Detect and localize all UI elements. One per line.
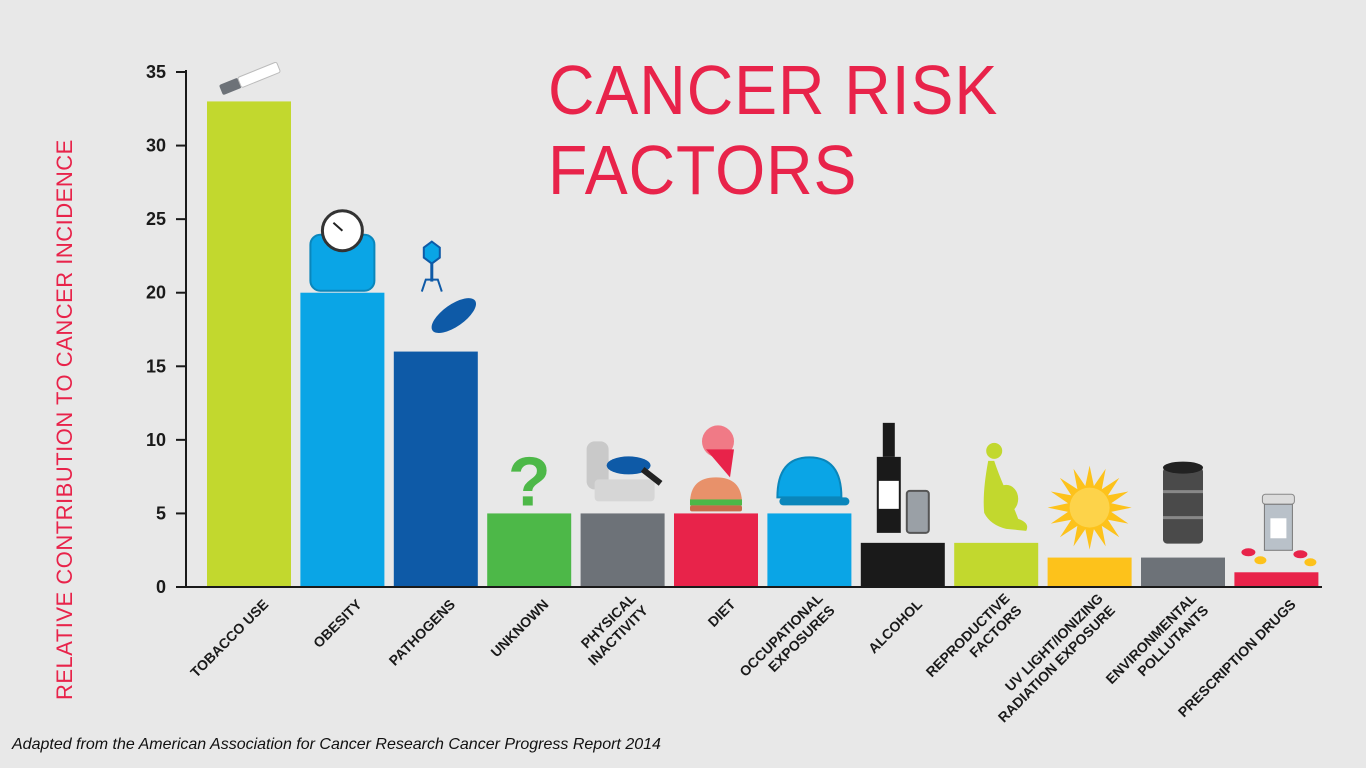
y-tick-label: 10 <box>146 430 166 450</box>
x-tick-label-line: ALCOHOL <box>865 596 926 657</box>
y-tick-label: 25 <box>146 209 166 229</box>
y-tick-label: 0 <box>156 577 166 597</box>
x-tick-label-line: UNKNOWN <box>487 596 551 660</box>
y-tick-label: 30 <box>146 136 166 156</box>
y-tick-label: 15 <box>146 356 166 376</box>
chart-title: CANCER RISK FACTORS <box>548 51 999 209</box>
x-tick-label-line: PATHOGENS <box>386 596 459 669</box>
bar <box>1047 557 1132 587</box>
bar <box>1141 557 1225 587</box>
virus-bacteria-icon <box>420 240 477 333</box>
bar <box>767 513 852 587</box>
x-tick-label-line: OBESITY <box>310 596 365 651</box>
sun-burst-icon <box>1047 465 1132 550</box>
y-tick-label: 35 <box>146 62 166 82</box>
x-tick-label-line: DIET <box>705 596 739 630</box>
x-tick-label: DIET <box>705 596 739 630</box>
bar <box>580 513 665 587</box>
x-tick-label: TOBACCO USE <box>187 596 271 680</box>
bar <box>393 351 478 587</box>
recliner-icon <box>586 441 663 502</box>
cigarette-icon <box>219 61 281 95</box>
y-tick-label: 5 <box>156 503 166 523</box>
y-tick-label: 20 <box>146 283 166 303</box>
bar <box>207 101 291 587</box>
x-tick-label: UNKNOWN <box>487 596 551 660</box>
bar <box>860 542 945 587</box>
bar <box>1234 572 1319 587</box>
pill-bottle-icon <box>1241 493 1317 567</box>
bar <box>300 292 385 587</box>
bar <box>954 542 1039 587</box>
pregnant-woman-icon <box>983 442 1028 531</box>
scale-icon <box>309 209 376 292</box>
source-note: Adapted from the American Association fo… <box>12 736 661 753</box>
burger-icecream-icon <box>690 425 742 512</box>
bar <box>674 513 758 587</box>
hard-hat-icon <box>776 456 850 506</box>
bar <box>487 513 572 587</box>
x-tick-label: PATHOGENS <box>386 596 459 669</box>
oil-barrel-icon <box>1163 461 1203 544</box>
bottle-can-icon <box>876 422 930 534</box>
x-tick-label-line: TOBACCO USE <box>187 596 271 680</box>
x-tick-label: ALCOHOL <box>865 596 926 657</box>
x-tick-label-line: UV LIGHT/IONIZING <box>1002 590 1106 694</box>
question-mark-icon: ? <box>508 442 551 520</box>
x-tick-label: OBESITY <box>310 596 365 651</box>
